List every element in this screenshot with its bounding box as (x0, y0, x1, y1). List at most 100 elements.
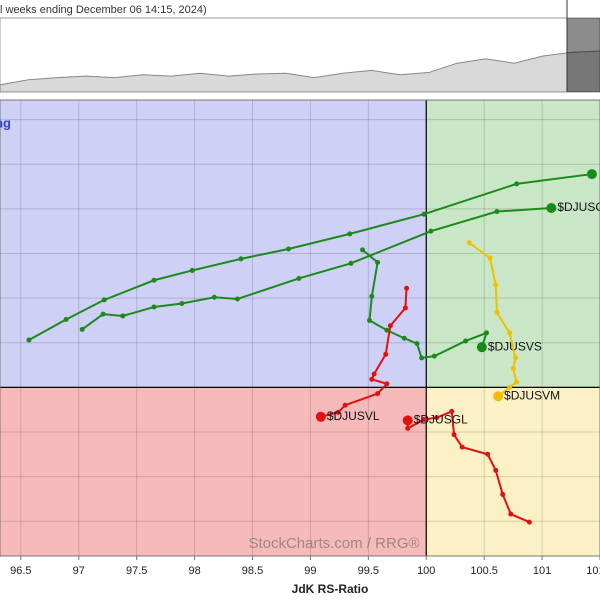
series-point (369, 293, 375, 299)
series-point (414, 341, 420, 347)
series-point (151, 277, 157, 283)
mini-area (0, 50, 600, 92)
series-point (514, 181, 520, 187)
series-point (101, 297, 107, 303)
series-head (493, 391, 504, 402)
series-point (348, 260, 354, 266)
series-point (449, 408, 455, 414)
series-point (375, 259, 381, 265)
series-point (431, 353, 437, 359)
series-point (238, 256, 244, 262)
series-point (120, 313, 126, 319)
x-tick-label: 101.5 (586, 565, 600, 577)
series-point (234, 296, 240, 302)
series-point (384, 327, 390, 333)
series-point (335, 409, 341, 415)
series-point (507, 330, 513, 336)
series-point (507, 384, 513, 390)
series-line (81, 206, 552, 331)
quadrant-label: Improving (0, 115, 11, 130)
x-tick-label: 97.5 (126, 565, 147, 577)
period-highlight (567, 18, 600, 92)
series-point (402, 305, 408, 311)
series-point (369, 376, 375, 382)
x-tick-label: 99.5 (358, 565, 379, 577)
series-point (419, 355, 425, 361)
series-point (100, 311, 106, 317)
x-tick-label: 101 (533, 565, 551, 577)
series-point (466, 240, 472, 246)
series-line (468, 241, 518, 398)
quadrant-leading (426, 100, 600, 388)
quadrant-improving (0, 100, 427, 388)
series-point (512, 355, 518, 361)
series-point (493, 282, 499, 288)
series-label: $DJUSGL (414, 413, 468, 427)
series-point (421, 416, 427, 422)
series-point (366, 317, 372, 323)
mini-chart (0, 0, 600, 92)
series-point (421, 211, 427, 217)
series-head (315, 411, 326, 422)
series-point (434, 415, 440, 421)
series-point (510, 366, 516, 372)
series-point (211, 294, 217, 300)
series-point (63, 317, 69, 323)
x-axis-title: JdK RS-Ratio (292, 582, 369, 596)
series-point (384, 381, 390, 387)
series-point (387, 323, 393, 329)
plot-frame (0, 99, 600, 557)
series-point (494, 209, 500, 215)
series-point (371, 371, 377, 377)
series-head (476, 342, 487, 353)
series-point (459, 444, 465, 450)
series-point (485, 451, 491, 457)
x-tick-label: 100.5 (470, 565, 498, 577)
series-point (151, 304, 157, 310)
series-label: $DJUSVL (327, 409, 380, 423)
series-head (546, 202, 557, 213)
series-point (26, 337, 32, 343)
x-tick-label: 97 (73, 565, 85, 577)
series-label: $DJUSC (557, 200, 600, 214)
series-point (494, 309, 500, 315)
series-point (514, 379, 520, 385)
series-point (405, 425, 411, 431)
series-point (404, 285, 410, 291)
x-tick-label: 96.5 (10, 565, 31, 577)
series-point (189, 267, 195, 273)
series-point (487, 255, 493, 261)
plot-area: Improving StockCharts.com / RRG® $DJUSC $DJ… (0, 99, 600, 577)
series-point (285, 246, 291, 252)
series-point (451, 432, 457, 438)
series-point (401, 335, 407, 341)
quadrant-lagging (0, 387, 427, 556)
series-line (361, 249, 489, 360)
x-tick-label: 98 (188, 565, 200, 577)
series-point (383, 351, 389, 357)
series-point (347, 231, 353, 237)
series-point (483, 330, 489, 336)
series-label: $DJUSVM (504, 388, 560, 402)
series-point (428, 228, 434, 234)
series-line (406, 409, 530, 524)
series-point (375, 391, 381, 397)
series-point (79, 326, 85, 332)
series-head (402, 415, 413, 426)
series-point (179, 300, 185, 306)
series-point (296, 275, 302, 281)
series-point (493, 467, 499, 473)
series-point (342, 402, 348, 408)
series-label: $DJUSVS (488, 339, 542, 353)
series-point (360, 247, 366, 253)
header-text: l weeks ending December 06 14:15, 2024) (0, 4, 207, 16)
series-head (586, 169, 597, 180)
quadrant-weakening (426, 387, 600, 556)
watermark: StockCharts.com / RRG® (248, 535, 419, 552)
series-point (500, 491, 506, 497)
x-tick-label: 99 (304, 565, 316, 577)
x-tick-label: 98.5 (242, 565, 263, 577)
series-point (463, 338, 469, 344)
